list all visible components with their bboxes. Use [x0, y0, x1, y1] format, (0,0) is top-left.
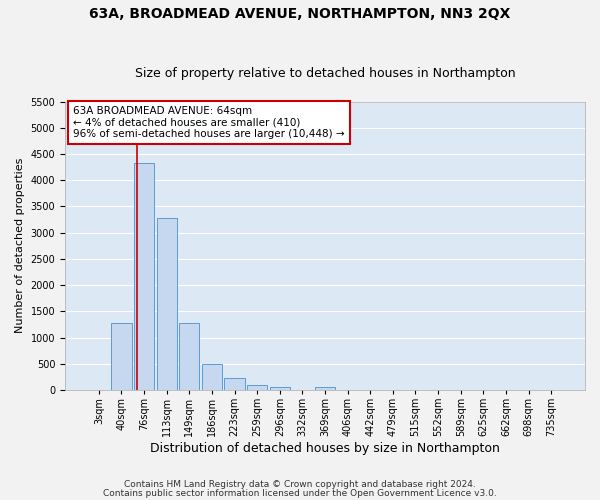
Text: Contains public sector information licensed under the Open Government Licence v3: Contains public sector information licen… [103, 489, 497, 498]
Bar [224, 378, 245, 390]
Bar [247, 385, 268, 390]
X-axis label: Distribution of detached houses by size in Northampton: Distribution of detached houses by size … [150, 442, 500, 455]
Bar [202, 364, 222, 390]
Y-axis label: Number of detached properties: Number of detached properties [15, 158, 25, 334]
Bar [134, 163, 154, 390]
Bar [269, 386, 290, 390]
Text: 63A BROADMEAD AVENUE: 64sqm
← 4% of detached houses are smaller (410)
96% of sem: 63A BROADMEAD AVENUE: 64sqm ← 4% of deta… [73, 106, 344, 139]
Bar [157, 218, 177, 390]
Text: Contains HM Land Registry data © Crown copyright and database right 2024.: Contains HM Land Registry data © Crown c… [124, 480, 476, 489]
Bar [315, 387, 335, 390]
Text: 63A, BROADMEAD AVENUE, NORTHAMPTON, NN3 2QX: 63A, BROADMEAD AVENUE, NORTHAMPTON, NN3 … [89, 8, 511, 22]
Title: Size of property relative to detached houses in Northampton: Size of property relative to detached ho… [135, 66, 515, 80]
Bar [111, 324, 131, 390]
Bar [179, 324, 199, 390]
